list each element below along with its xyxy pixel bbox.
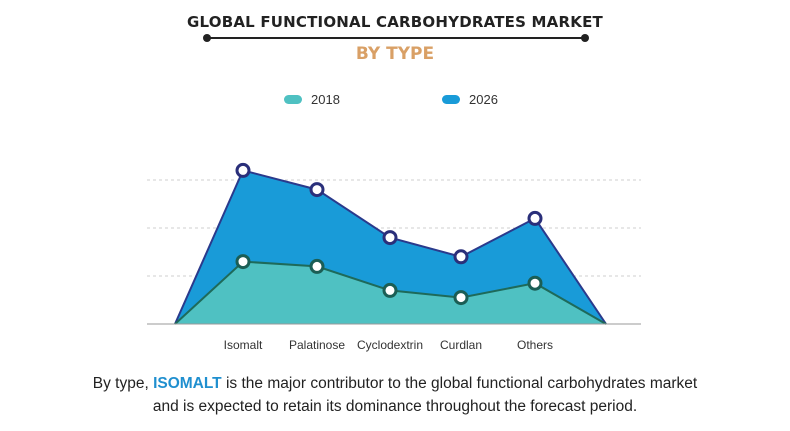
chart-legend: 2018 2026 [0, 92, 790, 112]
chart-caption: By type, ISOMALT is the major contributo… [0, 372, 790, 418]
x-tick-label-isomalt: Isomalt [224, 338, 263, 352]
point-2018-cyclodextrin [382, 282, 398, 298]
x-tick-label-curdlan: Curdlan [440, 338, 482, 352]
x-tick-label-others: Others [517, 338, 553, 352]
title-divider-right-dot [581, 34, 589, 42]
x-tick-label-cyclodextrin: Cyclodextrin [357, 338, 423, 352]
point-2026-palatinose [309, 182, 325, 198]
point-2026-others [527, 210, 543, 226]
title-divider-left-dot [203, 34, 211, 42]
point-2018-palatinose [309, 258, 325, 274]
point-2018-others [527, 275, 543, 291]
title-divider [206, 37, 584, 39]
point-2018-curdlan [453, 290, 469, 306]
point-2026-cyclodextrin [382, 230, 398, 246]
caption-line-2: and is expected to retain its dominance … [152, 398, 638, 415]
legend-label-2026: 2026 [469, 92, 498, 107]
chart-subtitle: BY TYPE [355, 44, 435, 64]
x-tick-label-palatinose: Palatinose [289, 338, 345, 352]
legend-label-2018: 2018 [311, 92, 340, 107]
legend-item-2026: 2026 [442, 92, 498, 107]
area-chart: Isomalt Palatinose Cyclodextrin Curdlan Othe… [147, 162, 641, 352]
legend-item-2018: 2018 [284, 92, 340, 107]
caption-prefix: By type, [92, 375, 154, 392]
chart-title: GLOBAL FUNCTIONAL CARBOHYDRATES MARKET [187, 13, 603, 31]
caption-line-1: By type, ISOMALT is the major contributo… [0, 372, 790, 395]
caption-line1-rest: is the major contributor to the global f… [221, 375, 698, 392]
point-2018-isomalt [235, 254, 251, 270]
point-2026-curdlan [453, 249, 469, 265]
point-2026-isomalt [235, 162, 251, 178]
caption-highlight: ISOMALT [153, 375, 222, 392]
legend-swatch-2026 [442, 95, 460, 104]
legend-swatch-2018 [284, 95, 302, 104]
